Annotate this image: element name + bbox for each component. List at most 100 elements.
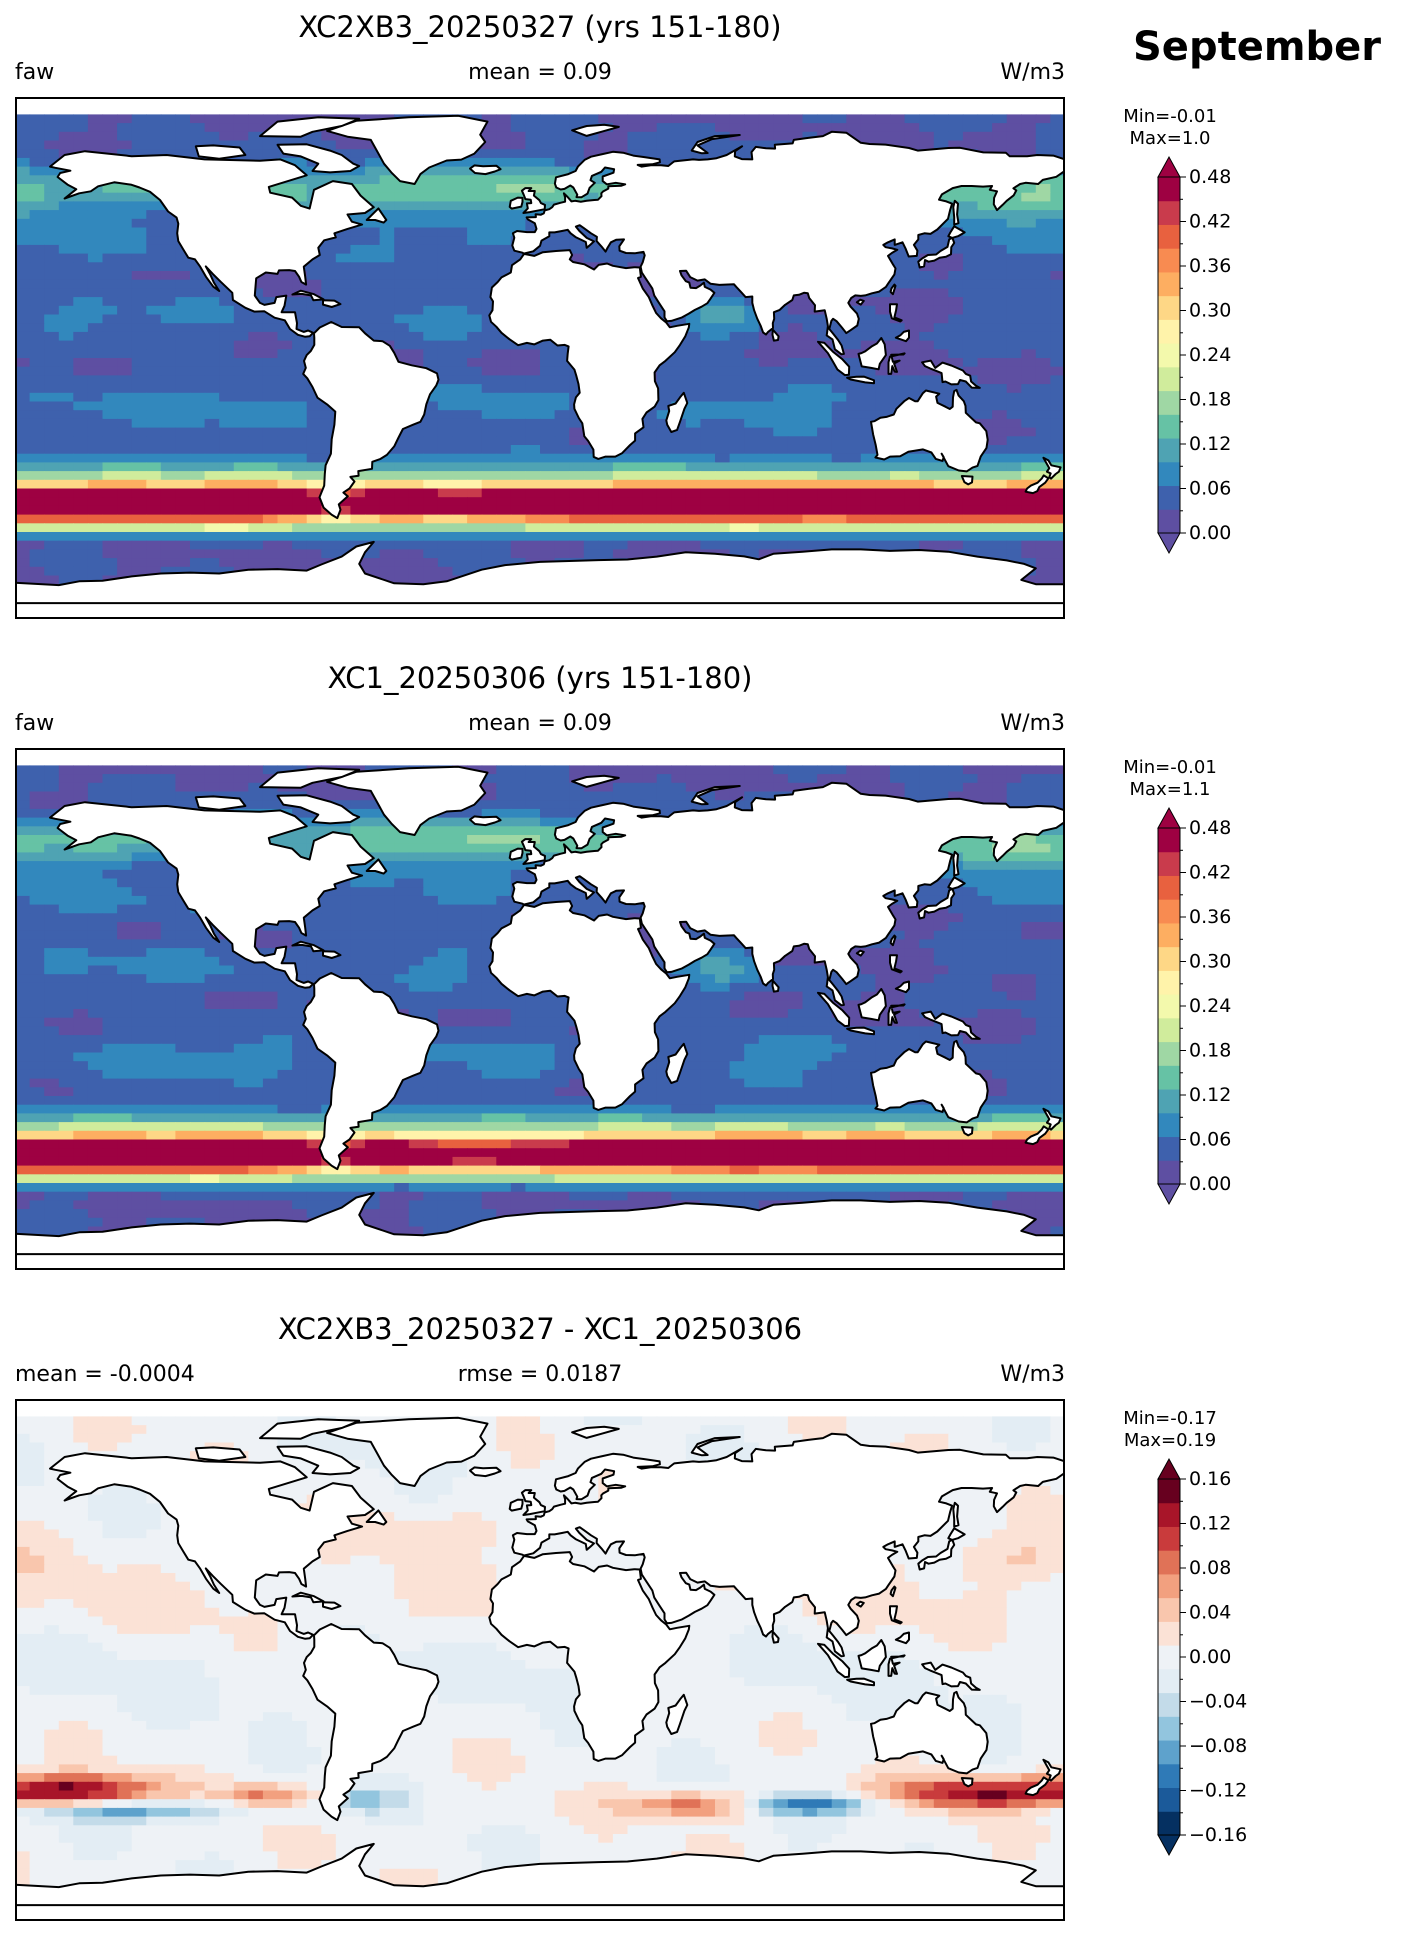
landmass-sulawesi: [887, 1654, 906, 1677]
colorbar-segment: [1158, 1811, 1180, 1836]
landmass-newfoundland: [365, 1509, 388, 1526]
landmass-novaya-zemlya: [690, 1436, 741, 1457]
units-label: W/m3: [1000, 60, 1065, 85]
landmass-svalbard: [571, 1425, 620, 1439]
landmass-hispaniola: [322, 299, 342, 308]
north-cap: [15, 97, 1065, 106]
colorbar-segment: [1158, 946, 1180, 971]
landmass-new-zealand-south: [1024, 1125, 1050, 1146]
mean-label: mean = 0.09: [468, 60, 612, 85]
colorbar-tick-label: 0.00: [1189, 1173, 1231, 1195]
landmass-hainan: [855, 1600, 865, 1608]
colorbar-tick-label: 0.48: [1189, 817, 1231, 839]
colorbar-tick-label: 0.30: [1189, 300, 1231, 322]
landmass-victoria-island: [194, 1446, 247, 1462]
landmass-madagascar: [665, 1042, 689, 1084]
colorbar-tick-label: 0.04: [1189, 1602, 1231, 1624]
north-cap: [15, 748, 1065, 757]
landmass-baffin-island: [276, 794, 361, 825]
landmass-newfoundland: [365, 858, 388, 875]
colorbar-segment: [1158, 1479, 1180, 1504]
landmass-new-zealand-south: [1024, 474, 1050, 495]
colorbar-tick-label: 0.24: [1189, 995, 1231, 1017]
colorbar-segment: [1158, 1668, 1180, 1694]
landmass-taiwan: [889, 283, 897, 296]
colorbar-tick-label: 0.48: [1189, 166, 1231, 188]
colorbar-extend-max: [1157, 806, 1181, 829]
landmass-japan: [917, 236, 956, 269]
colorbar-segment: [1158, 875, 1180, 900]
landmass-cuba: [291, 940, 325, 953]
landmass-great-britain: [520, 187, 546, 214]
landmass-luzon: [889, 303, 903, 323]
colorbar-segment: [1158, 1692, 1180, 1717]
landmass-ireland: [508, 196, 524, 210]
map-model-a: [15, 97, 1065, 619]
landmass-new-zealand-south: [1024, 1776, 1050, 1797]
landmass-antarctica: [15, 1191, 1065, 1256]
landmass-new-zealand-north: [1042, 1758, 1062, 1782]
landmass-ellesmere-island: [259, 1418, 361, 1440]
colorbar-segment: [1158, 271, 1180, 297]
colorbar-segment: [1158, 414, 1180, 439]
landmass-ellesmere-island: [259, 116, 361, 138]
landmass-sri-lanka: [771, 979, 780, 993]
landmass-japan: [917, 1538, 956, 1571]
mean-label: mean = 0.09: [468, 711, 612, 736]
landmass-hokkaido: [947, 1527, 966, 1541]
landmass-baffin-island: [276, 143, 361, 174]
landmass-sumatra: [817, 340, 851, 377]
landmass-iceland: [469, 164, 502, 176]
landmass-victoria-island: [194, 795, 247, 811]
colorbar-extend-max: [1157, 1457, 1181, 1480]
min-label: Min=-0.01: [1123, 757, 1217, 778]
landmass-eurasia: [511, 1432, 1065, 1658]
colorbar-tick-label: −0.08: [1189, 1735, 1247, 1757]
units-label: W/m3: [1000, 1362, 1065, 1387]
map-difference: [15, 1399, 1065, 1921]
north-cap: [15, 1399, 1065, 1408]
month-label: September: [1133, 24, 1381, 70]
landmass-great-britain: [520, 838, 546, 865]
landmass-australia: [870, 1690, 989, 1775]
colorbar-tick-label: 0.00: [1189, 522, 1231, 544]
landmass-eurasia: [511, 130, 1065, 356]
landmass-tasmania: [960, 1777, 974, 1788]
land: [15, 765, 1065, 1256]
landmass-japan: [917, 887, 956, 920]
landmass-sulawesi: [887, 352, 906, 375]
panel-title: XC1_20250306 (yrs 151-180): [327, 661, 753, 695]
landmass-new-guinea: [921, 1010, 981, 1040]
landmass-africa: [488, 900, 691, 1111]
colorbar-segment: [1158, 485, 1180, 510]
colorbar-segment: [1158, 1597, 1180, 1622]
variable-label: faw: [15, 60, 55, 85]
landmass-hispaniola: [322, 1601, 342, 1610]
colorbar-tick-label: 0.12: [1189, 1513, 1231, 1535]
landmass-ellesmere-island: [259, 767, 361, 789]
landmass-sakhalin: [952, 199, 960, 226]
colorbar-extend-max: [1157, 155, 1181, 178]
colorbar-tick-label: 0.30: [1189, 951, 1231, 973]
landmass-greenland: [326, 1416, 489, 1487]
landmass-borneo: [857, 337, 887, 371]
units-label: W/m3: [1000, 711, 1065, 736]
landmass-novaya-zemlya: [690, 785, 741, 806]
landmass-sakhalin: [952, 850, 960, 877]
colorbar-tick-label: −0.12: [1189, 1780, 1247, 1802]
landmass-north-america: [49, 1452, 375, 1640]
landmass-hainan: [855, 298, 865, 306]
landmass-java: [846, 1026, 875, 1036]
colorbar-segment: [1158, 1716, 1180, 1741]
colorbar-segment: [1158, 899, 1180, 924]
mean-label: mean = -0.0004: [15, 1362, 195, 1387]
colorbar-segment: [1158, 1017, 1180, 1043]
colorbar-segment: [1158, 366, 1180, 392]
colorbar-segment: [1158, 248, 1180, 273]
rmse-label: rmse = 0.0187: [457, 1362, 623, 1387]
colorbar-model-b: 0.00 0.06 0.12 0.18 0.24 0.30 0.36 0.42 0.48: [1157, 806, 1231, 1206]
landmass-borneo: [857, 1639, 887, 1673]
colorbar-segment: [1158, 1065, 1180, 1090]
colorbar-tick-label: 0.16: [1189, 1468, 1231, 1490]
colorbar-tick-label: 0.12: [1189, 1084, 1231, 1106]
